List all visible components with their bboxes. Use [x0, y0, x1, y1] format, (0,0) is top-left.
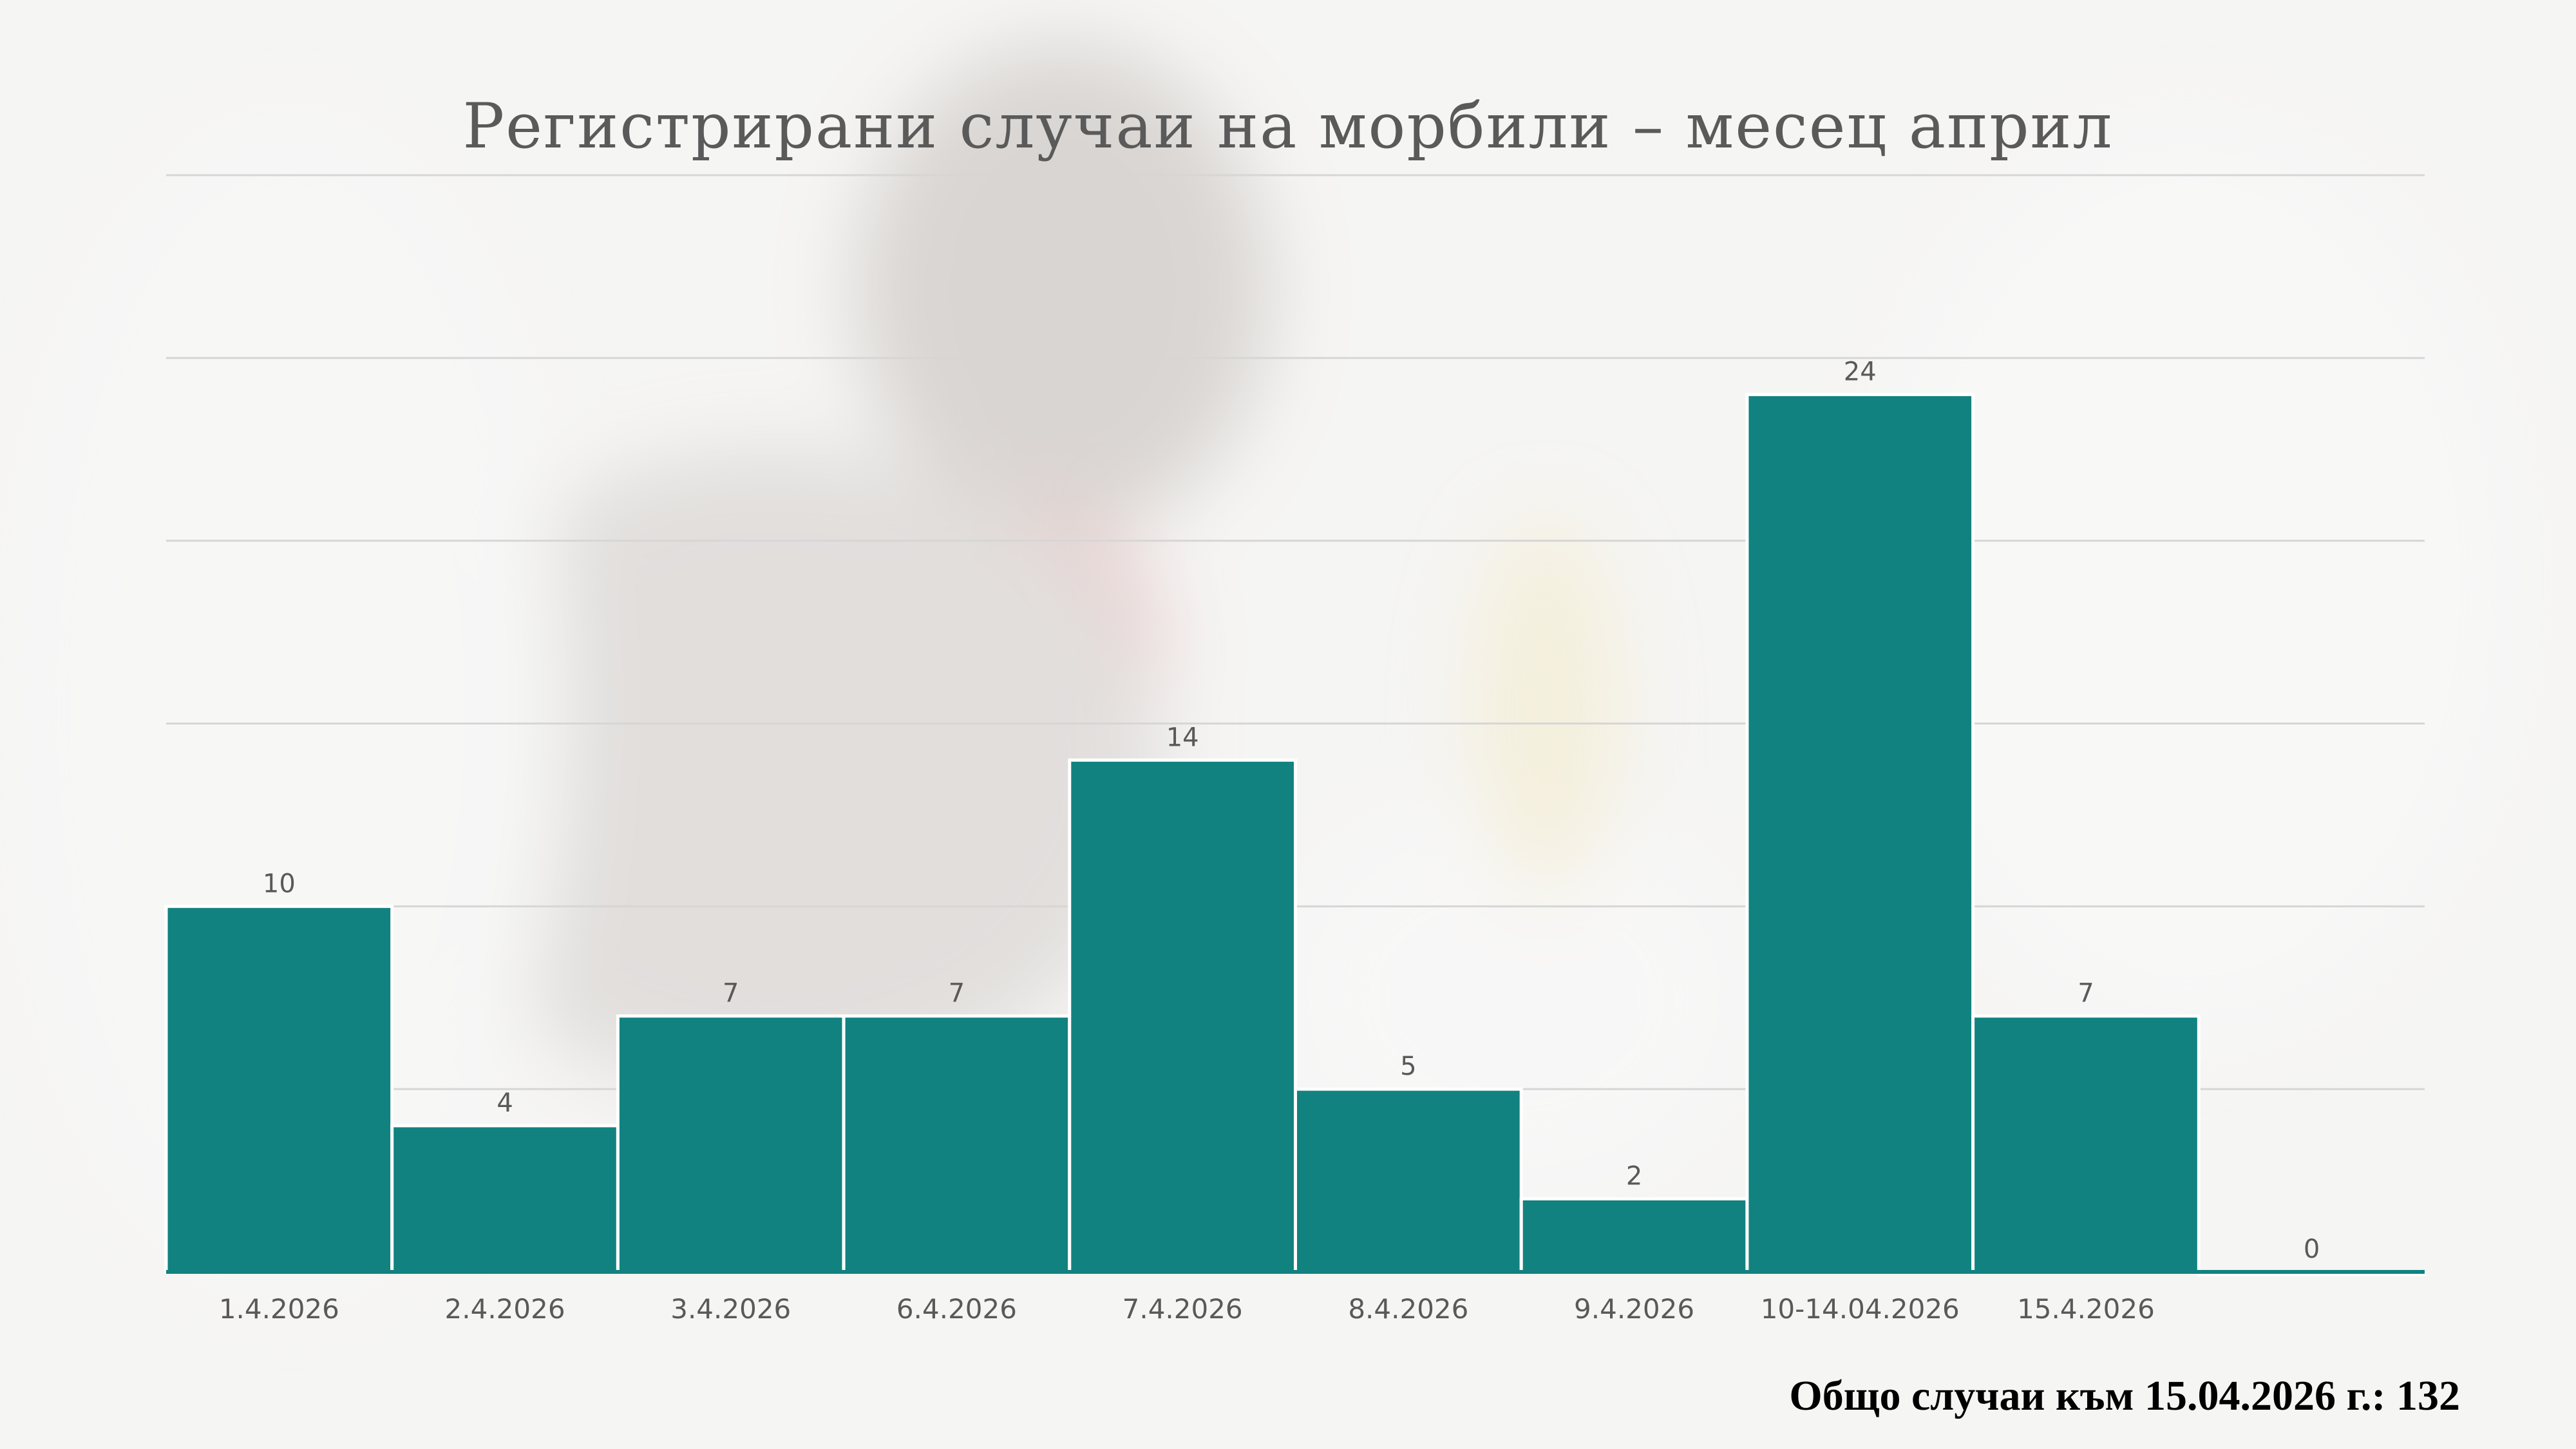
x-tick-label: 8.4.2026	[1348, 1293, 1468, 1325]
x-tick-label: 7.4.2026	[1122, 1293, 1243, 1325]
bar	[390, 1124, 620, 1274]
data-label: 7	[949, 979, 965, 1009]
data-label: 5	[1400, 1052, 1416, 1081]
x-tick-label: 3.4.2026	[670, 1293, 791, 1325]
x-tick-label: 9.4.2026	[1574, 1293, 1694, 1325]
bar	[1971, 1014, 2201, 1274]
data-label: 14	[1166, 723, 1199, 752]
bar	[1519, 1197, 1749, 1274]
x-axis-ticks: 1.4.2026 2.4.2026 3.4.2026 6.4.2026 7.4.2026…	[166, 1270, 2425, 1325]
total-cases-label: Общо случаи към 15.04.2026 г.: 132	[1789, 1372, 2460, 1419]
x-tick-label: 2.4.2026	[445, 1293, 565, 1325]
data-label: 4	[497, 1088, 513, 1118]
x-tick-label: 10-14.04.2026	[1761, 1293, 1960, 1325]
data-label: 2	[1626, 1161, 1642, 1191]
x-tick-label: 6.4.2026	[896, 1293, 1017, 1325]
data-label: 7	[723, 979, 739, 1009]
x-tick-label: 15.4.2026	[2017, 1293, 2155, 1325]
data-label: 24	[1844, 357, 1877, 387]
data-label: 0	[2304, 1235, 2320, 1264]
bar	[1745, 393, 1975, 1274]
bar	[616, 1014, 846, 1274]
x-tick-label: 1.4.2026	[219, 1293, 339, 1325]
bar	[842, 1014, 1072, 1274]
chart-title: Регистрирани случаи на морбили – месец а…	[462, 90, 2114, 162]
data-label: 7	[2078, 979, 2094, 1009]
bar	[164, 904, 394, 1274]
bar	[1068, 758, 1298, 1274]
data-labels: 10 4 7 7 14 5 2 24 7 0	[263, 357, 2320, 1264]
bar	[1294, 1087, 1523, 1274]
bars	[164, 393, 2427, 1276]
data-label: 10	[263, 869, 296, 898]
